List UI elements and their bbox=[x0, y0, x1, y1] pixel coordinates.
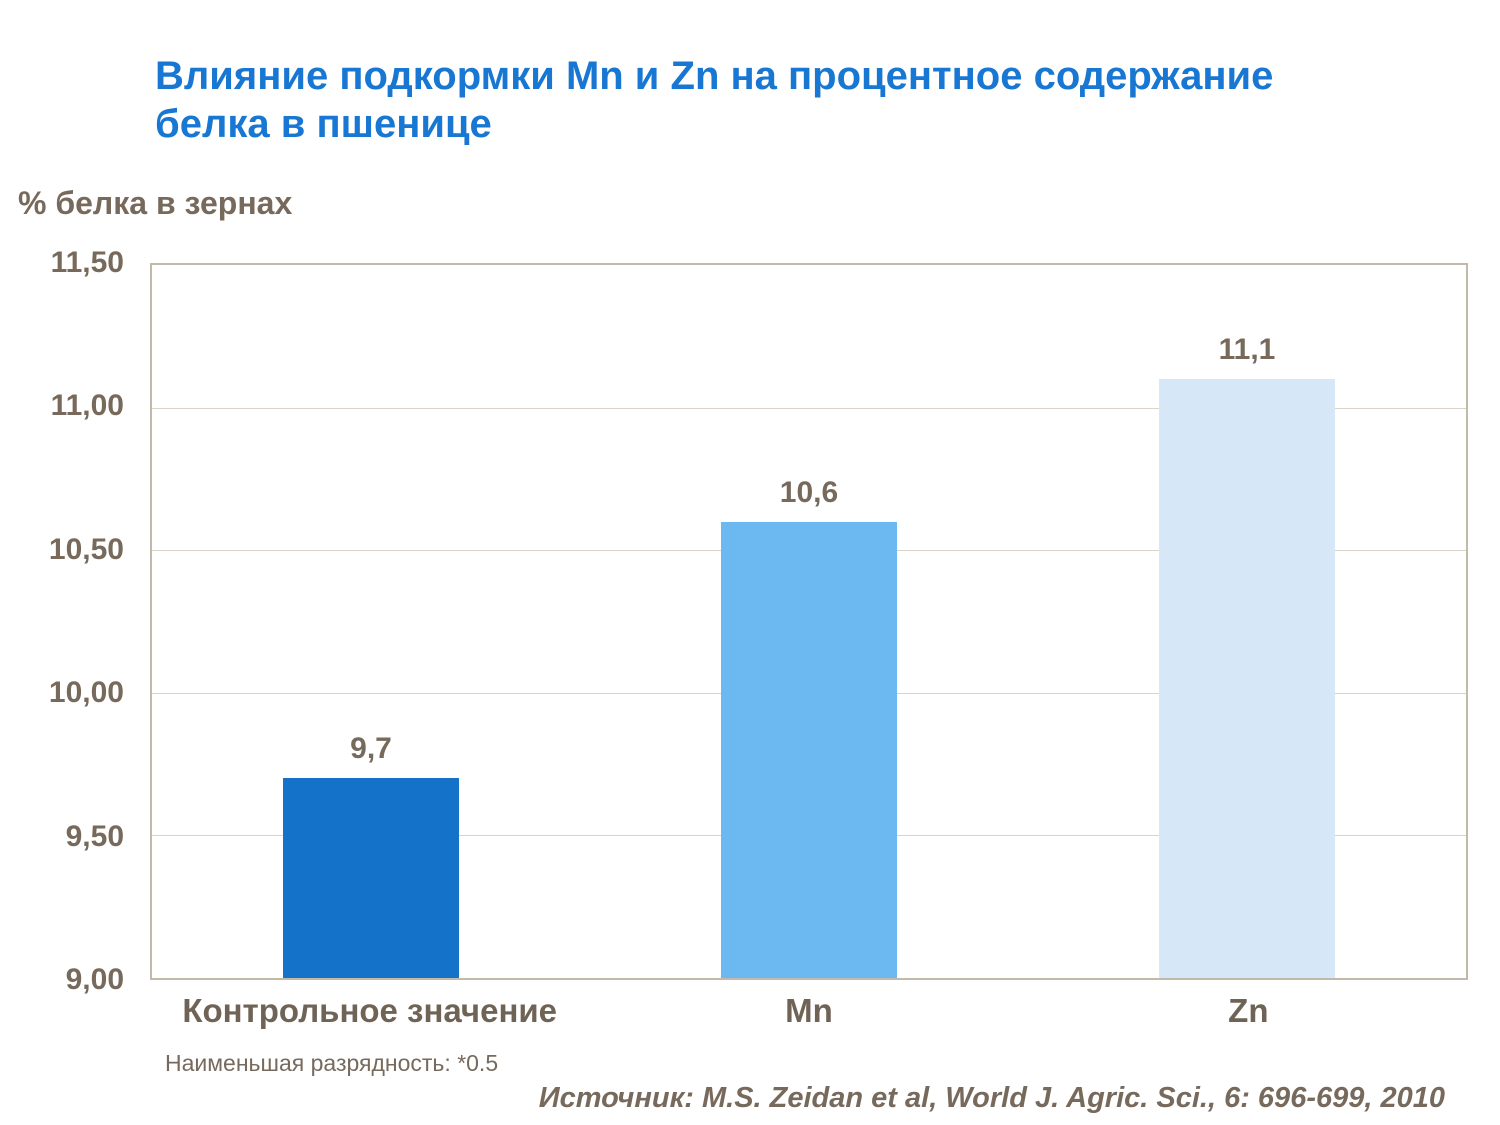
y-tick-label: 10,00 bbox=[48, 676, 124, 710]
gridline bbox=[152, 407, 1466, 409]
bar-value-label: 11,1 bbox=[1218, 333, 1276, 367]
y-tick-label: 9,00 bbox=[65, 963, 124, 996]
x-category-label: Mn bbox=[785, 992, 833, 1029]
x-axis-labels: Контрольное значение Mn Zn bbox=[150, 992, 1468, 1030]
y-tick-label: 11,00 bbox=[50, 389, 124, 423]
bar bbox=[721, 521, 897, 978]
y-tick-label: 9,50 bbox=[65, 819, 124, 853]
plot-area: 9,7 10,6 11,1 bbox=[150, 263, 1468, 980]
bar bbox=[1159, 379, 1335, 978]
bar-value-label: 9,7 bbox=[350, 732, 392, 766]
chart-title: Влияние подкормки Mn и Zn на процентное … bbox=[155, 54, 1274, 146]
x-category-label: Контрольное значение bbox=[182, 992, 558, 1029]
bar-slot: 9,7 bbox=[152, 265, 590, 978]
y-tick-label: 10,50 bbox=[48, 532, 124, 566]
bar-slot: 10,6 bbox=[590, 265, 1028, 978]
y-tick-label: 11,50 bbox=[50, 246, 124, 279]
bar-value-label: 10,6 bbox=[779, 475, 839, 509]
bar-group: 9,7 10,6 11,1 bbox=[152, 265, 1466, 978]
source-citation: Источник: M.S. Zeidan et al, World J. Ag… bbox=[538, 1082, 1445, 1114]
y-axis-ticks: 11,50 11,00 10,50 10,00 9,50 9,00 bbox=[0, 246, 138, 996]
x-category-label: Zn bbox=[1228, 992, 1269, 1029]
bar bbox=[283, 778, 459, 978]
footnote: Наименьшая разрядность: *0.5 bbox=[165, 1050, 499, 1076]
y-axis-label: % белка в зернах bbox=[18, 185, 293, 221]
bar-slot: 11,1 bbox=[1028, 265, 1466, 978]
